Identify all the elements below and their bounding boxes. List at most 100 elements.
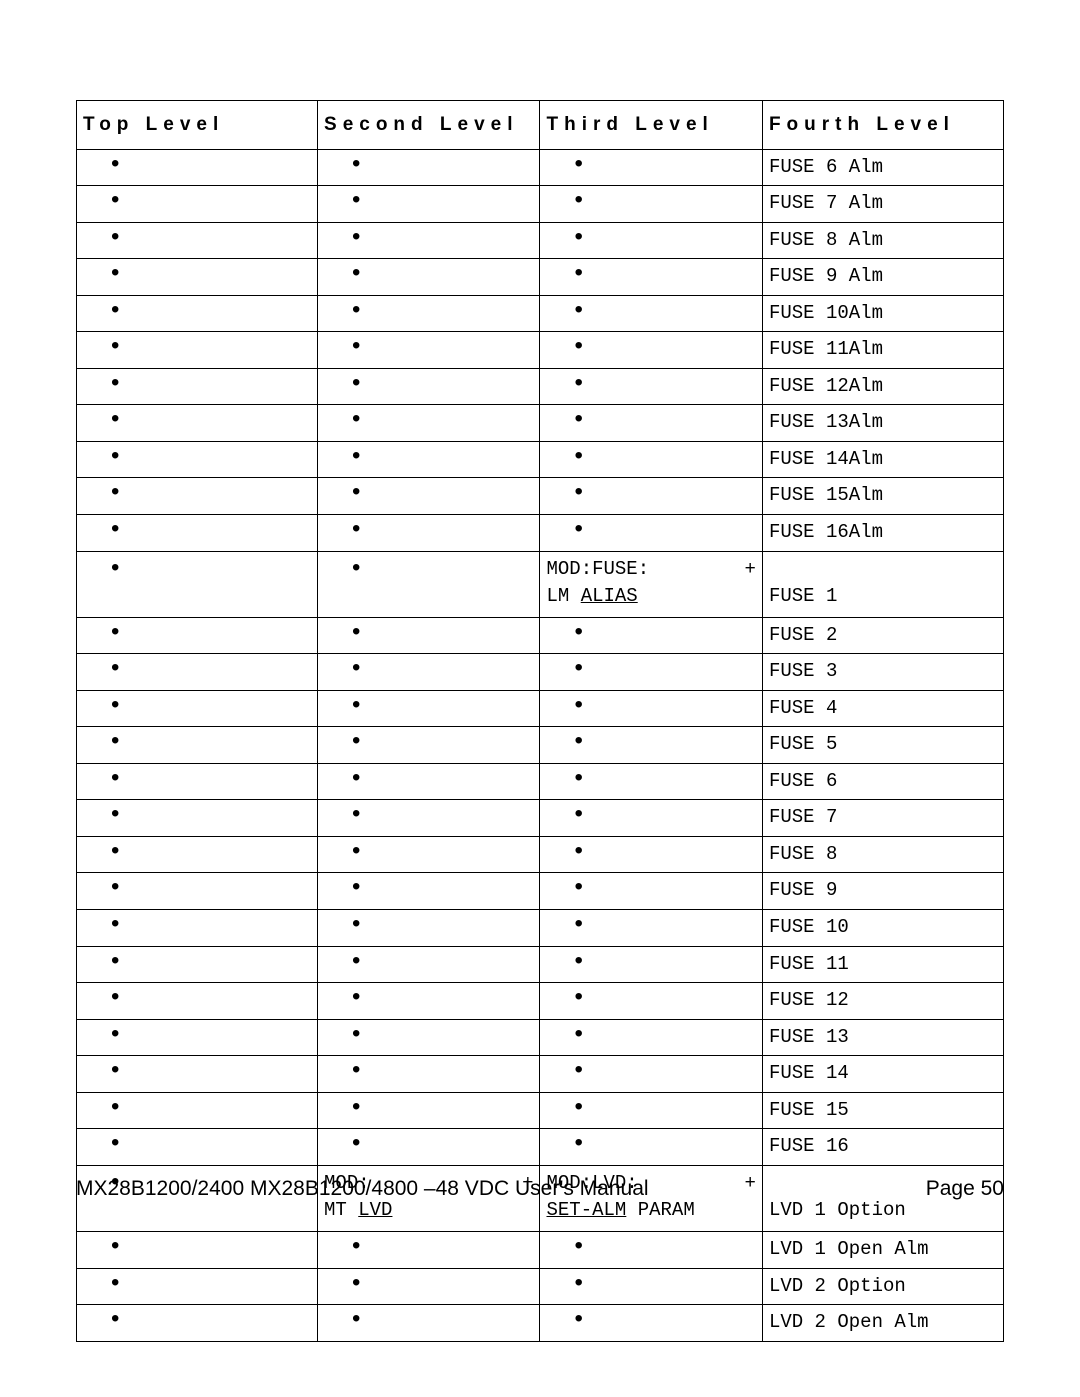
table-row: •••FUSE 6 Alm [77, 149, 1004, 186]
table-row: •••FUSE 7 Alm [77, 186, 1004, 223]
bullet-cell: • [77, 259, 318, 296]
cell-text: FUSE 11 [762, 946, 1003, 983]
bullet-cell: • [540, 836, 762, 873]
bullet-cell: • [540, 368, 762, 405]
cell-text: FUSE 14 [762, 1056, 1003, 1093]
table-row: •••FUSE 4 [77, 690, 1004, 727]
bullet-cell: • [318, 405, 540, 442]
table-row: •••FUSE 13Alm [77, 405, 1004, 442]
cell-text: FUSE 8 [762, 836, 1003, 873]
bullet-cell: • [318, 551, 540, 617]
bullet-cell: • [540, 983, 762, 1020]
table-row: •••FUSE 15 [77, 1092, 1004, 1129]
bullet-cell: • [318, 654, 540, 691]
bullet-cell: • [318, 368, 540, 405]
cell-text: FUSE 16 [762, 1129, 1003, 1166]
bullet-cell: • [318, 946, 540, 983]
table-row: •••FUSE 2 [77, 617, 1004, 654]
bullet-cell: • [540, 332, 762, 369]
table-row: •••FUSE 8 [77, 836, 1004, 873]
bullet-cell: • [540, 654, 762, 691]
table-row: •••FUSE 10 [77, 910, 1004, 947]
table-row: •••FUSE 12 [77, 983, 1004, 1020]
bullet-cell: • [540, 222, 762, 259]
cell-text: FUSE 14Alm [762, 441, 1003, 478]
bullet-cell: • [77, 368, 318, 405]
cell-text: FUSE 3 [762, 654, 1003, 691]
bullet-cell: • [318, 1231, 540, 1268]
cell-text: FUSE 11Alm [762, 332, 1003, 369]
table-row: •••FUSE 14Alm [77, 441, 1004, 478]
table-row: •••FUSE 6 [77, 763, 1004, 800]
bullet-cell: • [318, 149, 540, 186]
table-row: •••FUSE 14 [77, 1056, 1004, 1093]
bullet-cell: • [318, 1056, 540, 1093]
table-row: •••LVD 2 Open Alm [77, 1305, 1004, 1342]
bullet-cell: • [318, 222, 540, 259]
cell-text: FUSE 15 [762, 1092, 1003, 1129]
table-row: •••FUSE 8 Alm [77, 222, 1004, 259]
table-row: •••FUSE 9 Alm [77, 259, 1004, 296]
table-row: •••FUSE 13 [77, 1019, 1004, 1056]
bullet-cell: • [540, 1231, 762, 1268]
bullet-cell: • [540, 149, 762, 186]
bullet-cell: • [77, 1056, 318, 1093]
bullet-cell: • [77, 1268, 318, 1305]
bullet-cell: • [77, 515, 318, 552]
table-row: •••FUSE 10Alm [77, 295, 1004, 332]
cell-text: FUSE 6 Alm [762, 149, 1003, 186]
bullet-cell: • [318, 478, 540, 515]
bullet-cell: • [77, 690, 318, 727]
bullet-cell: • [77, 727, 318, 764]
bullet-cell: • [77, 222, 318, 259]
bullet-cell: • [77, 478, 318, 515]
table-row: •••FUSE 11Alm [77, 332, 1004, 369]
table-row: ••MOD:FUSE:+LM ALIASFUSE 1 [77, 551, 1004, 617]
cell-text: LVD 2 Open Alm [762, 1305, 1003, 1342]
bullet-cell: • [318, 690, 540, 727]
page-footer: MX28B1200/2400 MX28B1200/4800 –48 VDC Us… [76, 1177, 1004, 1201]
bullet-cell: • [318, 1129, 540, 1166]
bullet-cell: • [77, 617, 318, 654]
bullet-cell: • [77, 1231, 318, 1268]
bullet-cell: • [540, 295, 762, 332]
cell-text: LVD 2 Option [762, 1268, 1003, 1305]
bullet-cell: • [318, 186, 540, 223]
bullet-cell: • [540, 478, 762, 515]
header-second-level: Second Level [318, 101, 540, 150]
bullet-cell: • [540, 617, 762, 654]
bullet-cell: • [318, 873, 540, 910]
table-row: •••FUSE 16Alm [77, 515, 1004, 552]
cell-text: FUSE 15Alm [762, 478, 1003, 515]
cell-text: FUSE 7 [762, 800, 1003, 837]
bullet-cell: • [540, 405, 762, 442]
table-row: •••FUSE 3 [77, 654, 1004, 691]
bullet-cell: • [540, 515, 762, 552]
table-row: •••FUSE 16 [77, 1129, 1004, 1166]
cell-text: FUSE 1 [762, 551, 1003, 617]
bullet-cell: • [318, 617, 540, 654]
bullet-cell: • [540, 946, 762, 983]
bullet-cell: • [77, 946, 318, 983]
bullet-cell: • [77, 1092, 318, 1129]
bullet-cell: • [318, 1268, 540, 1305]
bullet-cell: • [318, 1019, 540, 1056]
bullet-cell: • [540, 186, 762, 223]
bullet-cell: • [77, 405, 318, 442]
bullet-cell: • [318, 332, 540, 369]
footer-right: Page 50 [926, 1177, 1004, 1201]
header-top-level: Top Level [77, 101, 318, 150]
cell-text: FUSE 13Alm [762, 405, 1003, 442]
cell-text: FUSE 13 [762, 1019, 1003, 1056]
cell-text: FUSE 5 [762, 727, 1003, 764]
bullet-cell: • [540, 690, 762, 727]
bullet-cell: • [318, 727, 540, 764]
cell-text: FUSE 9 [762, 873, 1003, 910]
bullet-cell: • [77, 983, 318, 1020]
bullet-cell: • [540, 800, 762, 837]
cell-text: FUSE 9 Alm [762, 259, 1003, 296]
cell-text: FUSE 16Alm [762, 515, 1003, 552]
bullet-cell: • [540, 1305, 762, 1342]
cell-text: FUSE 12 [762, 983, 1003, 1020]
bullet-cell: • [77, 873, 318, 910]
